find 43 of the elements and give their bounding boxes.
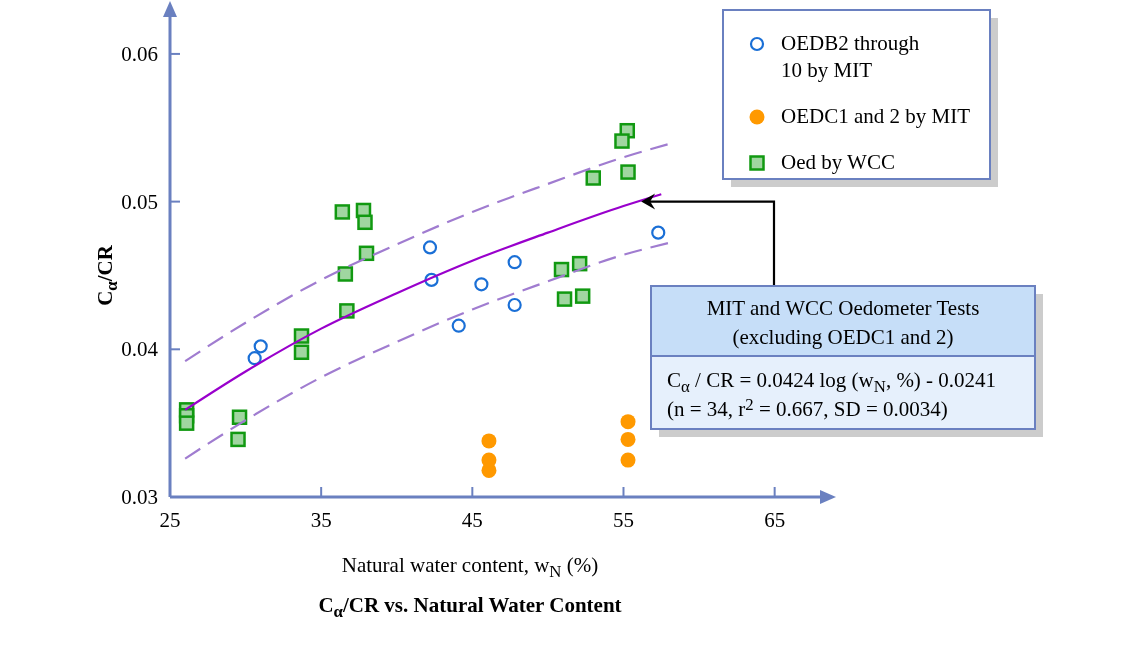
point xyxy=(358,245,375,262)
point xyxy=(247,351,262,366)
point xyxy=(422,240,438,255)
legend-label: OEDB2 through 10 by MIT xyxy=(781,31,920,82)
point xyxy=(507,297,522,313)
text: C$_{α}$ / CR = 0.0424 log (w$_{N}$, %) - 0.0241 (n = 34, r$^{2}$ = 0.667, SD = 0.0034) xyxy=(667,368,997,421)
text: C$_{α}$/CR vs. Natural Water Content xyxy=(318,593,622,622)
line-series xyxy=(184,142,670,363)
point xyxy=(253,339,268,354)
point xyxy=(553,261,570,278)
point xyxy=(620,414,636,430)
point xyxy=(620,452,636,468)
point xyxy=(585,170,602,186)
x-tick-label: 65 xyxy=(764,508,786,532)
point xyxy=(507,255,522,270)
y-tick-label: 0.04 xyxy=(121,337,159,362)
y-tick-label: 0.03 xyxy=(121,485,158,509)
x-tick-label: 45 xyxy=(461,508,483,532)
point xyxy=(620,164,636,180)
line-series xyxy=(184,241,670,460)
x-tick-label: 55 xyxy=(612,508,634,532)
y-tick-label: 0.06 xyxy=(121,41,158,66)
legend-label: OEDC1 and 2 by MIT xyxy=(781,104,971,128)
legend-label: Oed by WCC xyxy=(781,150,895,174)
point xyxy=(178,415,195,431)
point xyxy=(620,431,636,447)
point xyxy=(451,318,466,333)
point xyxy=(614,133,630,149)
point xyxy=(334,204,351,220)
x-tick-label: 35 xyxy=(310,508,332,532)
point xyxy=(481,433,497,449)
point xyxy=(651,225,666,240)
x-tick-label: 25 xyxy=(159,508,181,532)
point xyxy=(337,266,354,282)
point xyxy=(474,277,489,292)
x-axis-title: Natural water content, w$_{N}$ (%) xyxy=(341,553,599,582)
y-tick-label: 0.05 xyxy=(121,189,158,214)
point xyxy=(293,344,310,361)
point xyxy=(574,288,591,304)
point xyxy=(230,431,246,448)
point xyxy=(556,291,573,307)
annotation: MIT and WCC Oedometer Tests (excluding OEDC1 and 2) xyxy=(706,296,980,349)
point xyxy=(357,214,373,231)
